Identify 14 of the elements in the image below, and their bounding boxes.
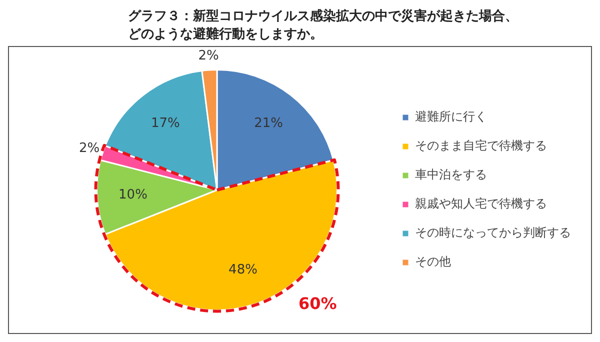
- data-label: 2%: [198, 48, 219, 64]
- data-label: 48%: [228, 262, 258, 278]
- data-label: 21%: [254, 116, 284, 131]
- legend-label: 車中泊をする: [415, 168, 487, 182]
- text: 60%: [298, 294, 337, 313]
- legend-label: その時になってから判断する: [415, 226, 571, 240]
- legend-label: 親戚や知人宅で待機する: [415, 196, 547, 211]
- chart-title: グラフ３：新型コロナウイルス感染拡大の中で災害が起きた場合、どのような避難行動をしますか。: [128, 8, 519, 44]
- legend-label: そのまま自宅で待機する: [415, 138, 547, 153]
- data-label: 17%: [150, 116, 180, 131]
- data-label: 2%: [79, 140, 100, 156]
- data-label: 10%: [118, 188, 148, 203]
- legend-label: その他: [415, 254, 451, 269]
- legend-label: 避難所に行く: [415, 110, 487, 124]
